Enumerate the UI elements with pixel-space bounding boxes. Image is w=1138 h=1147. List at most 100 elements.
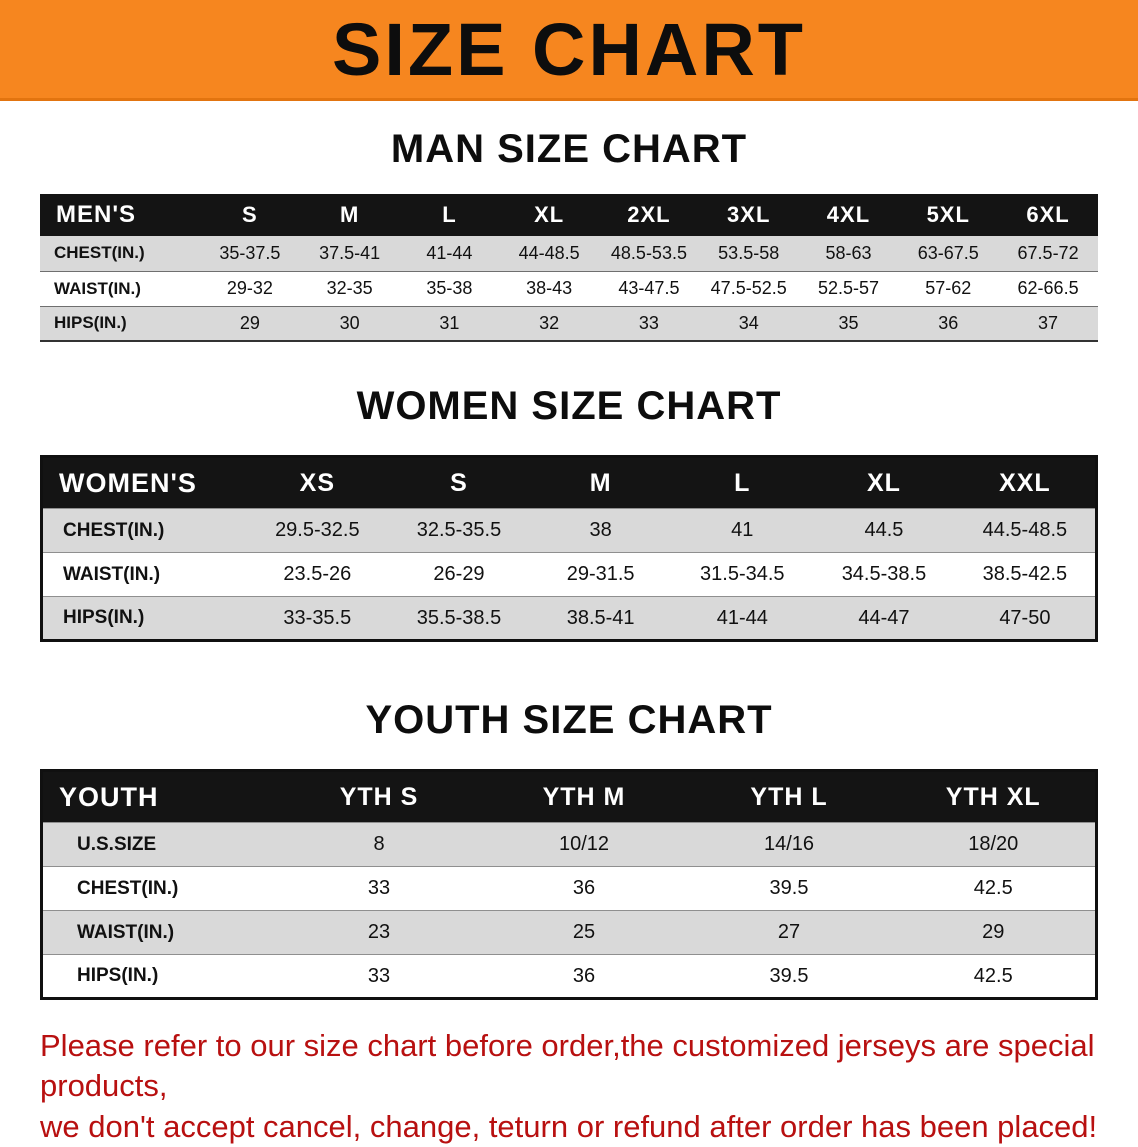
value-cell: 32.5-35.5	[388, 508, 530, 553]
men-chart-heading: MAN SIZE CHART	[390, 127, 748, 171]
value-cell: 38	[529, 508, 672, 553]
value-cell: 42.5	[891, 954, 1097, 999]
row-label-cell: HIPS(IN.)	[41, 954, 277, 999]
table-row: WAIST(IN.) 23.5-26 26-29 29-31.5 31.5-34.5 34…	[41, 552, 1097, 597]
value-cell: 26-29	[388, 552, 530, 597]
value-cell: 42.5	[891, 866, 1097, 911]
value-cell: 35.5-38.5	[388, 596, 530, 641]
table-row: CHEST(IN.) 35-37.5 37.5-41 41-44 44-48.5 48.5…	[40, 236, 1098, 272]
value-cell: 29-32	[200, 271, 300, 307]
value-cell: 62-66.5	[998, 271, 1098, 307]
value-cell: 44.5-48.5	[954, 508, 1097, 553]
value-cell: 35-38	[399, 271, 500, 307]
table-header-row: WOMEN'S XS S M L XL XXL	[41, 456, 1097, 509]
value-cell: 36	[481, 866, 687, 911]
value-cell: 41-44	[671, 596, 814, 641]
disclaimer-line-2: we don't accept cancel, change, teturn o…	[40, 1108, 1098, 1144]
table-title-cell: YOUTH	[41, 770, 277, 823]
size-header-cell: YTH XL	[891, 770, 1097, 823]
value-cell: 32	[499, 306, 600, 342]
table-header-row: MEN'S S M L XL 2XL 3XL 4XL 5XL 6XL	[40, 194, 1098, 236]
size-header-cell: YTH M	[481, 770, 687, 823]
women-chart-heading: WOMEN SIZE CHART	[356, 384, 782, 428]
value-cell: 41	[671, 508, 814, 553]
size-header-cell: YTH L	[686, 770, 892, 823]
value-cell: 35-37.5	[200, 236, 300, 272]
value-cell: 36	[481, 954, 687, 999]
row-label-cell: HIPS(IN.)	[41, 596, 247, 641]
value-cell: 8	[276, 822, 482, 867]
value-cell: 23	[276, 910, 482, 955]
value-cell: 38.5-41	[529, 596, 672, 641]
size-header-cell: L	[399, 194, 500, 236]
size-header-cell: M	[299, 194, 400, 236]
value-cell: 29	[200, 306, 300, 342]
row-label-cell: HIPS(IN.)	[40, 306, 200, 342]
value-cell: 18/20	[891, 822, 1097, 867]
value-cell: 41-44	[399, 236, 500, 272]
value-cell: 37.5-41	[299, 236, 400, 272]
banner-title: SIZE CHART	[332, 7, 806, 91]
value-cell: 44.5	[813, 508, 955, 553]
value-cell: 23.5-26	[246, 552, 389, 597]
table-title-cell: WOMEN'S	[41, 456, 247, 509]
size-header-cell: XS	[246, 456, 389, 509]
value-cell: 27	[686, 910, 892, 955]
value-cell: 34.5-38.5	[813, 552, 955, 597]
value-cell: 38.5-42.5	[954, 552, 1097, 597]
row-label-cell: WAIST(IN.)	[40, 271, 200, 307]
value-cell: 33-35.5	[246, 596, 389, 641]
table-row: U.S.SIZE 8 10/12 14/16 18/20	[41, 822, 1097, 867]
table-row: WAIST(IN.) 29-32 32-35 35-38 38-43 43-47.5 47.…	[40, 271, 1098, 307]
value-cell: 47-50	[954, 596, 1097, 641]
value-cell: 31.5-34.5	[671, 552, 814, 597]
size-header-cell: 2XL	[599, 194, 699, 236]
table-row: HIPS(IN.) 33 36 39.5 42.5	[41, 954, 1097, 999]
size-header-cell: 3XL	[698, 194, 799, 236]
table-row: CHEST(IN.) 29.5-32.5 32.5-35.5 38 41 44.5 44.5…	[41, 508, 1097, 553]
table-title-cell: MEN'S	[40, 194, 200, 236]
value-cell: 53.5-58	[698, 236, 799, 272]
value-cell: 33	[276, 866, 482, 911]
value-cell: 33	[599, 306, 699, 342]
size-header-cell: L	[671, 456, 814, 509]
value-cell: 58-63	[798, 236, 899, 272]
size-header-cell: XL	[813, 456, 955, 509]
value-cell: 39.5	[686, 954, 892, 999]
value-cell: 30	[299, 306, 400, 342]
value-cell: 57-62	[898, 271, 999, 307]
value-cell: 33	[276, 954, 482, 999]
value-cell: 34	[698, 306, 799, 342]
value-cell: 44-47	[813, 596, 955, 641]
row-label-cell: WAIST(IN.)	[41, 910, 277, 955]
youth-size-table: YOUTH YTH S YTH M YTH L YTH XL U.S.SIZE 8 10/12…	[40, 769, 1098, 1000]
row-label-cell: CHEST(IN.)	[41, 508, 247, 553]
table-row: HIPS(IN.) 29 30 31 32 33 34 35 36 37	[40, 306, 1098, 342]
size-header-cell: 4XL	[798, 194, 899, 236]
size-header-cell: M	[529, 456, 672, 509]
size-header-cell: S	[200, 194, 300, 236]
men-size-table: MEN'S S M L XL 2XL 3XL 4XL 5XL 6XL CHEST(IN.) 35-37…	[40, 194, 1098, 342]
row-label-cell: CHEST(IN.)	[41, 866, 277, 911]
value-cell: 36	[898, 306, 999, 342]
value-cell: 29	[891, 910, 1097, 955]
value-cell: 32-35	[299, 271, 400, 307]
value-cell: 63-67.5	[898, 236, 999, 272]
value-cell: 38-43	[499, 271, 600, 307]
youth-chart-heading: YOUTH SIZE CHART	[365, 698, 773, 742]
disclaimer-line-1: Please refer to our size chart before or…	[40, 1028, 1095, 1104]
value-cell: 43-47.5	[599, 271, 699, 307]
size-header-cell: 5XL	[898, 194, 999, 236]
disclaimer-text: Please refer to our size chart before or…	[40, 1026, 1138, 1147]
value-cell: 35	[798, 306, 899, 342]
size-header-cell: XL	[499, 194, 600, 236]
value-cell: 31	[399, 306, 500, 342]
size-chart-banner: SIZE CHART	[0, 0, 1138, 101]
value-cell: 39.5	[686, 866, 892, 911]
value-cell: 48.5-53.5	[599, 236, 699, 272]
value-cell: 10/12	[481, 822, 687, 867]
table-row: WAIST(IN.) 23 25 27 29	[41, 910, 1097, 955]
size-header-cell: XXL	[954, 456, 1097, 509]
row-label-cell: CHEST(IN.)	[40, 236, 200, 272]
size-header-cell: 6XL	[998, 194, 1098, 236]
